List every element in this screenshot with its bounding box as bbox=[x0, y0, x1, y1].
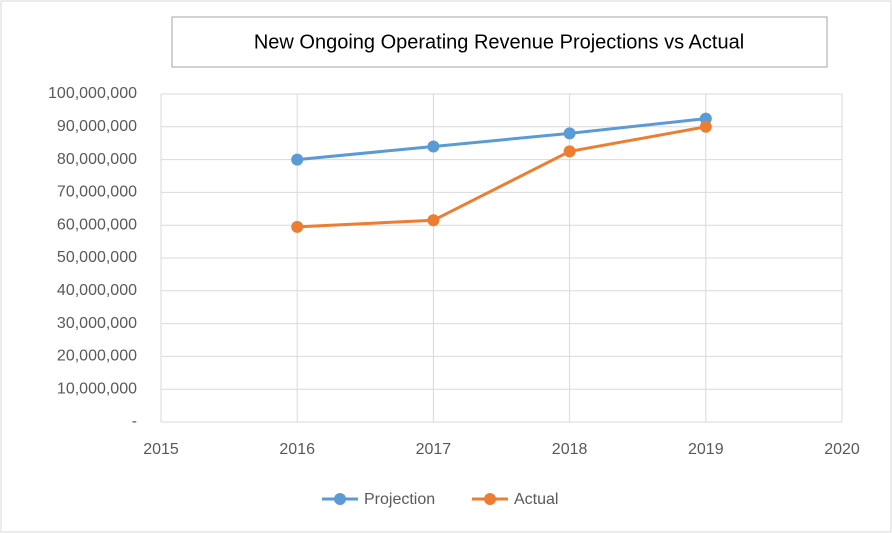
point bbox=[563, 127, 576, 140]
point bbox=[427, 214, 440, 227]
x-tick-label: 2017 bbox=[416, 441, 452, 458]
y-tick-label: 10,000,000 bbox=[57, 380, 137, 397]
y-tick-label: 60,000,000 bbox=[57, 216, 137, 233]
point bbox=[427, 140, 440, 153]
y-tick-label: 70,000,000 bbox=[57, 184, 137, 201]
point bbox=[563, 145, 576, 158]
series-line bbox=[297, 117, 706, 162]
y-tick-label: 100,000,000 bbox=[48, 85, 137, 102]
y-tick-label: 80,000,000 bbox=[57, 151, 137, 168]
x-tick-label: 2015 bbox=[143, 441, 179, 458]
x-tick-label: 2020 bbox=[824, 441, 860, 458]
y-tick-label: - bbox=[132, 413, 137, 430]
series-line bbox=[297, 125, 707, 229]
point bbox=[291, 153, 304, 166]
y-tick-label: 50,000,000 bbox=[57, 249, 137, 266]
point bbox=[291, 220, 304, 233]
y-tick-label: 90,000,000 bbox=[57, 118, 137, 135]
legend-marker bbox=[334, 493, 346, 505]
x-tick-label: 2016 bbox=[279, 441, 315, 458]
legend-marker bbox=[484, 493, 496, 505]
title-box bbox=[171, 16, 828, 68]
x-tick-label: 2018 bbox=[552, 441, 588, 458]
chart-title: New Ongoing Operating Revenue Projection… bbox=[254, 31, 744, 53]
legend-label: Projection bbox=[364, 491, 435, 508]
y-tick-label: 30,000,000 bbox=[57, 315, 137, 332]
x-tick-label: 2019 bbox=[688, 441, 724, 458]
point bbox=[699, 112, 712, 125]
y-tick-label: 40,000,000 bbox=[57, 282, 137, 299]
legend-label: Actual bbox=[514, 491, 558, 508]
point bbox=[699, 120, 712, 133]
y-tick-label: 20,000,000 bbox=[57, 348, 137, 365]
